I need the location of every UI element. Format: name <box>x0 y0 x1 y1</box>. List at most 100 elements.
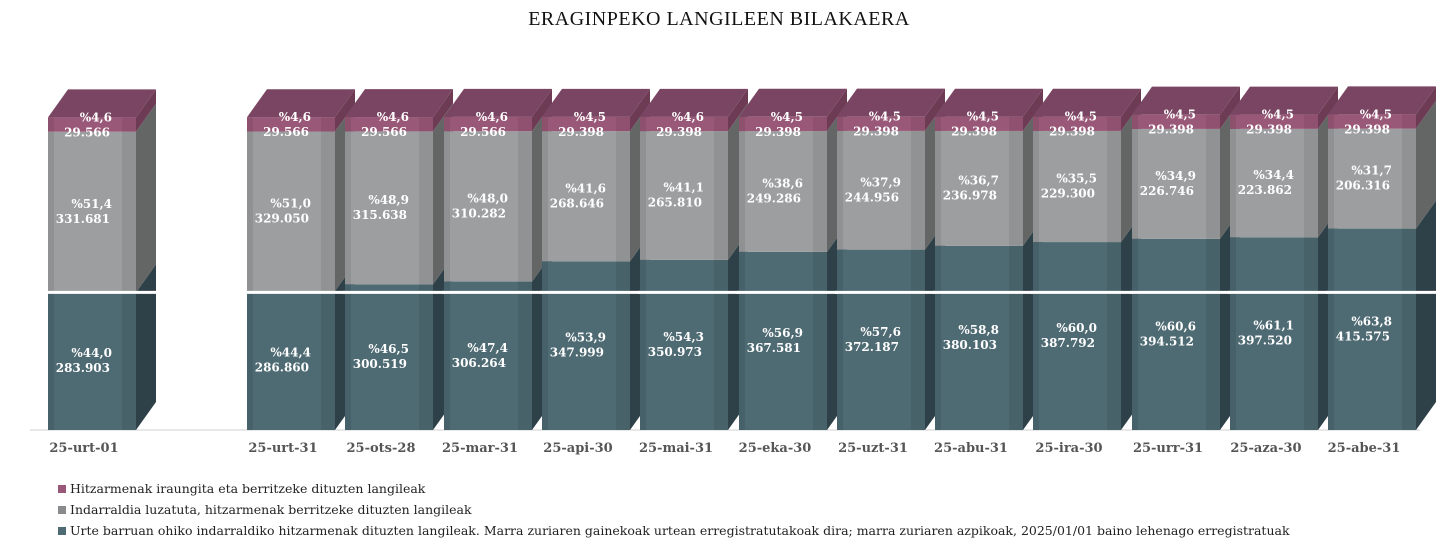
bar-top <box>837 88 945 117</box>
x-tick-label: 25-aza-30 <box>1230 441 1301 456</box>
bar-shade <box>1230 128 1236 238</box>
pct-label: %56,9 <box>762 326 803 340</box>
bar-shade <box>419 117 433 132</box>
value-label: 283.903 <box>56 361 110 375</box>
x-tick-label: 25-abe-31 <box>1328 441 1401 456</box>
pct-label: %41,6 <box>565 181 606 195</box>
pct-label: %36,7 <box>958 173 999 187</box>
value-label: 229.300 <box>1041 187 1095 201</box>
bar-shade <box>616 116 630 132</box>
bar-segment <box>1328 228 1416 430</box>
bar-side <box>1318 86 1338 129</box>
bar-shade <box>837 249 843 430</box>
bar-shade <box>911 249 925 430</box>
pct-label: %4,5 <box>574 110 606 124</box>
pct-label: %44,0 <box>71 346 112 360</box>
bar-top <box>739 88 847 117</box>
value-label: 315.638 <box>353 208 407 222</box>
bar-top <box>345 89 453 118</box>
bar-shade <box>1107 130 1121 243</box>
bar-shade <box>1230 237 1236 430</box>
bar-shade <box>345 117 351 132</box>
bar-top <box>48 89 156 118</box>
value-label: 29.566 <box>263 125 309 139</box>
bar-shade <box>1206 114 1220 129</box>
bar-shade <box>518 281 532 430</box>
pct-label: %44,4 <box>270 345 311 359</box>
bar-shade <box>542 261 548 430</box>
value-label: 331.681 <box>56 212 110 226</box>
pct-label: %48,9 <box>368 193 409 207</box>
value-label: 286.860 <box>255 360 309 374</box>
bar-shade <box>837 116 843 131</box>
bar-top <box>1033 88 1141 117</box>
pct-label: %4,5 <box>1065 110 1097 124</box>
value-label: 372.187 <box>845 340 899 354</box>
bar-top <box>1328 86 1436 115</box>
pct-label: %60,0 <box>1056 321 1097 335</box>
pct-label: %48,0 <box>467 191 508 205</box>
pct-label: %34,4 <box>1253 168 1294 182</box>
bar-side <box>630 88 650 132</box>
bar-shade <box>321 131 335 291</box>
bar-shade <box>419 131 433 285</box>
value-label: 29.398 <box>853 125 899 139</box>
bar-shade <box>1033 116 1039 131</box>
value-label: 415.575 <box>1336 329 1390 343</box>
bar-side <box>925 88 945 131</box>
bar-side <box>136 264 156 430</box>
bar-side <box>532 88 552 132</box>
value-label: 310.282 <box>452 206 506 220</box>
value-label: 29.566 <box>361 125 407 139</box>
pct-label: %51,4 <box>71 197 112 211</box>
bar-shade <box>542 116 548 132</box>
bar-shade <box>48 131 54 293</box>
bar-segment <box>1033 116 1121 131</box>
pct-label: %58,8 <box>958 323 999 337</box>
value-label: 29.398 <box>1148 123 1194 137</box>
bar-shade <box>1230 114 1236 129</box>
value-label: 29.398 <box>1246 123 1292 137</box>
bar-segment <box>247 117 335 132</box>
legend-swatch <box>58 505 66 514</box>
value-label: 350.973 <box>648 345 702 359</box>
x-tick-label: 25-abu-31 <box>934 441 1008 456</box>
value-label: 244.956 <box>845 190 899 204</box>
bar-segment <box>935 116 1023 131</box>
bar-shade <box>122 117 136 132</box>
bar-side <box>1121 88 1141 131</box>
bar-segment <box>444 116 532 132</box>
bar-shade <box>1009 245 1023 430</box>
bar-segment <box>345 131 433 285</box>
value-label: 367.581 <box>747 341 801 355</box>
pct-label: %60,6 <box>1155 319 1196 333</box>
value-label: 394.512 <box>1140 334 1194 348</box>
value-label: 380.103 <box>943 338 997 352</box>
bar-shade <box>813 251 827 430</box>
bar-shade <box>1402 228 1416 430</box>
bar-shade <box>911 130 925 250</box>
bar-segment <box>739 131 827 252</box>
stacked-3d-bar-chart: %44,0283.903%51,4331.681%4,629.56625-urt… <box>30 86 1438 456</box>
bar-segment <box>935 245 1023 430</box>
bar-segment <box>1328 128 1416 229</box>
bar-shade <box>1009 130 1023 246</box>
bar-shade <box>444 281 450 430</box>
bar-top <box>542 88 650 117</box>
bar-shade <box>935 116 941 131</box>
value-label: 29.398 <box>558 125 604 139</box>
bar-top <box>1230 86 1338 115</box>
bar-shade <box>1328 228 1334 430</box>
bar-shade <box>1328 128 1334 229</box>
bar-shade <box>444 131 450 282</box>
bar-shade <box>247 117 253 132</box>
bar-top <box>935 88 1043 117</box>
x-tick-label: 25-ots-28 <box>347 441 416 456</box>
pct-label: %54,3 <box>663 330 704 344</box>
pct-label: %4,5 <box>869 110 901 124</box>
value-label: 306.264 <box>452 356 506 370</box>
value-label: 29.398 <box>951 125 997 139</box>
bar-segment <box>640 259 728 430</box>
pct-label: %4,5 <box>771 110 803 124</box>
bar-segment <box>247 131 335 291</box>
